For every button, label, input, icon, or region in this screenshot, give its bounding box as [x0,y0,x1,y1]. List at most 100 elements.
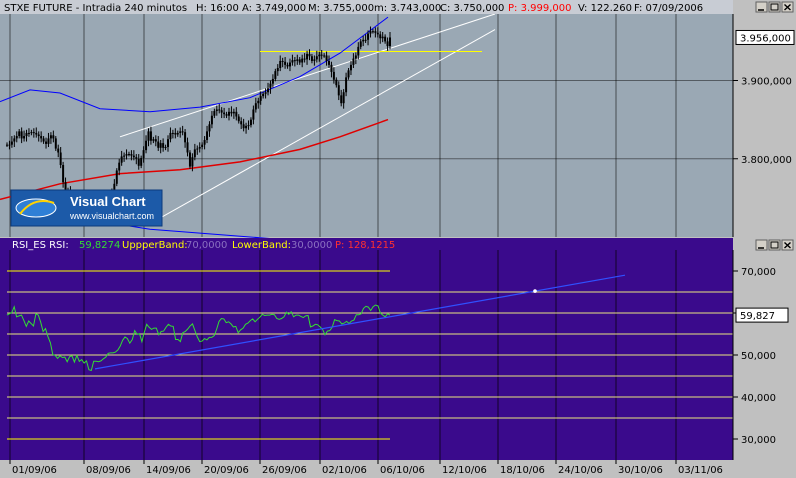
candle-body-149 [369,31,372,34]
candle-body-13 [37,134,40,137]
rsi-tick-label-2: 50,000 [741,351,776,362]
x-tick-label-11: 03/11/06 [678,465,723,476]
candle-body-117 [291,60,294,63]
rsi-header-value: 59,8274 [79,240,120,251]
candle-body-60 [152,139,155,141]
candle-body-128 [318,54,321,57]
price-close-button[interactable] [781,1,794,13]
rsi-header-lower-label: LowerBand: [232,240,291,251]
x-tick-label-0: 01/09/06 [12,465,57,476]
candle-body-76 [191,157,194,167]
price-channel [119,13,496,225]
candle-body-3 [13,138,16,142]
candle-body-68 [171,132,174,134]
price-header-c: C: 3.750,000 [440,3,504,14]
candle-body-129 [320,54,323,56]
rsi-panel-bg [0,238,733,460]
candle-body-98 [245,125,248,129]
rsi-close-button[interactable] [781,239,794,251]
logo-swoosh-icon [15,198,57,218]
candle-body-106 [264,92,267,94]
x-tick-label-8: 18/10/06 [500,465,545,476]
candle-body-11 [32,132,35,134]
candle-body-115 [286,64,289,67]
candle-body-61 [154,139,157,142]
moving-average-line [0,118,389,201]
candle-body-140 [347,70,350,78]
candle-body-15 [42,138,45,142]
candle-body-5 [18,131,21,137]
price-tick-label-1: 3.900,000 [741,77,792,88]
price-header-f: F: 07/09/2006 [634,3,703,14]
candle-body-53 [135,157,138,159]
candle-body-102 [254,103,257,110]
candle-body-93 [232,111,235,114]
rsi-header-name: RSI_ES RSI: [12,240,69,251]
candle-body-150 [371,31,374,33]
rsi-header-upper-value: 70,0000 [186,240,227,251]
price-restore-button[interactable] [768,1,781,13]
candle-body-132 [328,60,331,65]
candle-body-21 [57,148,60,153]
candle-body-67 [169,132,172,140]
candle-body-157 [389,37,391,47]
candle-body-66 [167,139,170,148]
candle-body-136 [337,85,340,96]
candle-body-63 [159,143,162,148]
candle-body-2 [10,141,13,145]
candle-body-78 [196,148,199,150]
candle-body-85 [213,111,216,116]
candle-body-139 [345,77,348,93]
candle-body-151 [374,31,377,33]
rsi-tick-label-0: 70,000 [741,267,776,278]
rsi-restore-button[interactable] [768,239,781,251]
candle-body-126 [313,59,316,61]
candle-body-130 [323,55,326,57]
candle-body-107 [267,88,270,93]
candle-body-121 [301,58,304,63]
candle-body-86 [215,109,218,112]
candle-body-16 [45,141,48,144]
candle-body-24 [64,182,67,191]
logo-title: Visual Chart [70,194,146,209]
candle-body-103 [257,100,260,104]
candle-body-72 [181,131,184,133]
rsi-minimize-button[interactable] [755,239,768,251]
price-minimize-button[interactable] [755,1,768,13]
candle-body-142 [352,58,355,65]
candle-body-105 [262,93,265,97]
price-header-p: P: 3.999,000 [508,3,571,14]
price-header-symbol: STXE FUTURE - Intradia 240 minutos [4,3,187,14]
candle-body-23 [62,165,65,183]
candle-body-87 [218,109,221,111]
x-tick-label-4: 26/09/06 [262,465,307,476]
candle-body-50 [127,154,130,156]
candle-body-82 [206,131,209,140]
candle-body-135 [335,79,338,86]
x-tick-label-6: 06/10/06 [380,465,425,476]
candle-body-89 [223,112,226,115]
candle-body-49 [125,154,128,156]
candle-body-74 [186,142,189,153]
candle-body-14 [40,136,43,139]
candle-body-55 [140,157,143,166]
candle-body-48 [123,155,126,157]
candle-body-156 [386,41,389,47]
candle-body-122 [303,58,306,60]
candle-body-147 [364,39,367,41]
candle-body-113 [281,60,284,62]
rsi-header-bg [0,238,733,250]
visual-chart-logo: Visual Chart www.visualchart.com [10,189,163,227]
candle-body-54 [137,158,140,166]
candle-body-4 [15,136,18,139]
candle-body-97 [242,124,245,129]
candle-body-120 [298,59,301,63]
candle-body-94 [235,111,238,117]
candle-body-133 [330,64,333,72]
candle-body-71 [179,131,182,133]
logo-url: www.visualchart.com [69,211,154,221]
candle-body-1 [8,144,11,146]
candle-body-81 [203,139,206,145]
price-header-bg [0,0,733,14]
